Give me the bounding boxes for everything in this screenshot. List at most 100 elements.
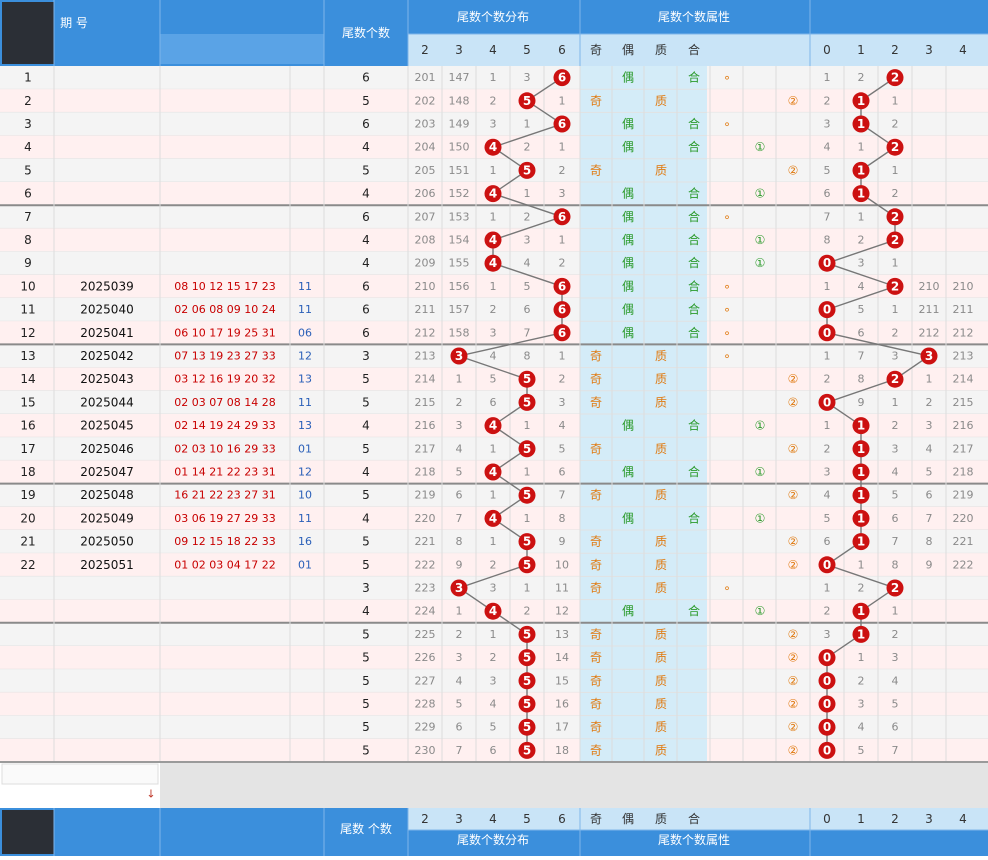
dist-ball-label: 5 bbox=[523, 94, 531, 108]
attr-cell: ② bbox=[788, 720, 799, 734]
attr-cell: 偶 bbox=[622, 140, 634, 154]
right-cell: 1 bbox=[892, 94, 899, 107]
footer-attr-col-1: 偶 bbox=[622, 812, 634, 826]
dist-ball bbox=[553, 301, 571, 319]
row-period: 2025047 bbox=[80, 465, 133, 479]
right-ball bbox=[818, 254, 836, 272]
row-tail-count: 5 bbox=[362, 743, 370, 757]
dist-cell: 4 bbox=[559, 419, 566, 432]
dist-cell: 209 bbox=[415, 257, 436, 270]
row-tail-count: 5 bbox=[362, 651, 370, 665]
right-cell: 1 bbox=[892, 257, 899, 270]
dist-ball bbox=[553, 69, 571, 87]
blank-input-field[interactable] bbox=[1, 763, 159, 785]
attr-cell: 奇 bbox=[590, 697, 602, 711]
dist-cell: 218 bbox=[415, 466, 436, 479]
right-ball bbox=[852, 115, 870, 133]
table-row bbox=[707, 553, 988, 577]
attr-cell: 偶 bbox=[622, 71, 634, 85]
row-tail-count: 5 bbox=[362, 720, 370, 734]
dist-ball bbox=[553, 277, 571, 295]
attr-cell: 质 bbox=[655, 674, 667, 688]
right-cell: 213 bbox=[953, 350, 974, 363]
attr-cell: 合 bbox=[688, 510, 700, 525]
dist-ball-label: 6 bbox=[558, 71, 566, 85]
dist-cell: 202 bbox=[415, 94, 436, 107]
attr-cell: 质 bbox=[655, 372, 667, 386]
dist-ball-label: 4 bbox=[489, 256, 497, 270]
right-ball bbox=[886, 231, 904, 249]
row-tail-count: 5 bbox=[362, 94, 370, 108]
dist-cell: 4 bbox=[456, 442, 463, 455]
footer-attr-col-2: 质 bbox=[655, 812, 667, 826]
dist-cell: 215 bbox=[415, 396, 436, 409]
table-row bbox=[707, 460, 988, 484]
row-special-number: 13 bbox=[298, 373, 312, 386]
row-numbers: 01 14 21 22 23 31 bbox=[174, 466, 275, 479]
right-ball-label: 1 bbox=[857, 465, 865, 479]
footer-right-col-0: 0 bbox=[823, 812, 831, 826]
right-ball bbox=[886, 277, 904, 295]
row-index: 7 bbox=[24, 210, 32, 224]
row-special-number: 11 bbox=[298, 280, 312, 293]
dist-cell: 224 bbox=[415, 605, 436, 618]
row-period: 2025041 bbox=[80, 326, 133, 340]
dist-ball bbox=[518, 672, 536, 690]
attr-cell: 偶 bbox=[622, 604, 634, 618]
dist-cell: 226 bbox=[415, 651, 436, 664]
right-cell: 4 bbox=[824, 489, 831, 502]
dist-cell: 3 bbox=[559, 396, 566, 409]
attr-cell: 质 bbox=[655, 94, 667, 108]
dist-cell: 2 bbox=[524, 210, 531, 223]
dist-cell: 11 bbox=[555, 582, 569, 595]
attr-cell: ② bbox=[788, 697, 799, 711]
table-row bbox=[707, 298, 988, 322]
footer-subrow-background bbox=[408, 808, 988, 830]
row-tail-count: 6 bbox=[362, 210, 370, 224]
header-dist-col-2: 2 bbox=[421, 43, 429, 57]
attr-cell: 质 bbox=[655, 535, 667, 549]
right-cell: 214 bbox=[953, 373, 974, 386]
row-index: 21 bbox=[20, 535, 35, 549]
right-cell: 5 bbox=[858, 744, 865, 757]
dist-cell: 16 bbox=[555, 698, 569, 711]
footer-dist-col-2: 2 bbox=[421, 812, 429, 826]
row-index: 17 bbox=[20, 442, 35, 456]
attr-cell: 奇 bbox=[590, 372, 602, 386]
dist-ball bbox=[518, 92, 536, 110]
right-cell: 3 bbox=[824, 466, 831, 479]
dist-cell: 4 bbox=[490, 698, 497, 711]
right-ball bbox=[852, 602, 870, 620]
right-cell: 3 bbox=[858, 257, 865, 270]
right-cell: 2 bbox=[858, 234, 865, 247]
right-ball bbox=[852, 463, 870, 481]
blank-gray-area bbox=[160, 762, 988, 808]
right-cell: 6 bbox=[824, 535, 831, 548]
right-cell: 1 bbox=[858, 210, 865, 223]
row-tail-count: 3 bbox=[362, 349, 370, 363]
right-ball bbox=[852, 533, 870, 551]
right-ball bbox=[818, 672, 836, 690]
right-ball bbox=[852, 185, 870, 203]
right-ball-label: 2 bbox=[891, 233, 899, 247]
dist-cell: 1 bbox=[490, 280, 497, 293]
row-special-number: 01 bbox=[298, 558, 312, 571]
attr-cell: ∘ bbox=[723, 303, 731, 317]
arrow-down-icon[interactable]: ↓ bbox=[146, 788, 155, 801]
right-cell: 211 bbox=[919, 303, 940, 316]
row-period: 2025046 bbox=[80, 442, 133, 456]
dist-ball bbox=[518, 556, 536, 574]
right-ball bbox=[886, 370, 904, 388]
right-ball bbox=[818, 649, 836, 667]
attr-cell: 奇 bbox=[590, 720, 602, 734]
attr-cell: 质 bbox=[655, 349, 667, 363]
attr-cell: 偶 bbox=[622, 187, 634, 201]
dist-ball bbox=[518, 486, 536, 504]
right-cell: 5 bbox=[892, 698, 899, 711]
attr-cell: 奇 bbox=[590, 743, 602, 757]
dist-cell: 2 bbox=[559, 373, 566, 386]
dist-ball-label: 6 bbox=[558, 279, 566, 293]
right-ball-label: 0 bbox=[823, 674, 831, 688]
dist-cell: 8 bbox=[456, 535, 463, 548]
right-ball bbox=[818, 718, 836, 736]
